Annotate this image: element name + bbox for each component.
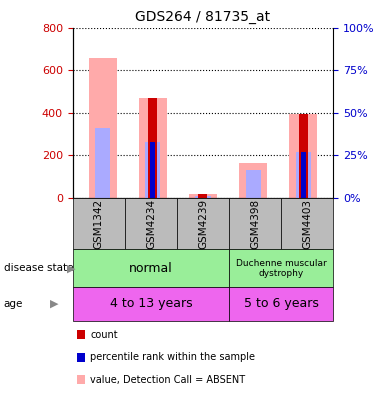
Text: disease state: disease state [4, 263, 73, 273]
Bar [195, 196, 211, 198]
Bar [296, 152, 311, 198]
Text: ▶: ▶ [67, 263, 75, 273]
Text: age: age [4, 299, 23, 309]
Bar [139, 98, 167, 198]
Text: Duchenne muscular
dystrophy: Duchenne muscular dystrophy [236, 259, 326, 278]
Bar [290, 114, 317, 198]
Bar [89, 57, 116, 198]
Title: GDS264 / 81735_at: GDS264 / 81735_at [136, 10, 270, 24]
Text: GSM4398: GSM4398 [250, 199, 260, 249]
Bar [299, 114, 308, 198]
Text: GSM1342: GSM1342 [94, 199, 104, 249]
Bar [301, 152, 306, 198]
Bar [246, 170, 260, 198]
Bar [95, 128, 110, 198]
Bar [146, 142, 160, 198]
Text: GSM4239: GSM4239 [198, 199, 208, 249]
Bar [151, 142, 155, 198]
Text: normal: normal [129, 262, 173, 275]
Bar [239, 163, 267, 198]
Text: count: count [90, 329, 118, 340]
Bar [148, 98, 157, 198]
Text: 5 to 6 years: 5 to 6 years [244, 297, 319, 310]
Bar [189, 194, 217, 198]
Text: 4 to 13 years: 4 to 13 years [110, 297, 192, 310]
Text: value, Detection Call = ABSENT: value, Detection Call = ABSENT [90, 375, 245, 385]
Text: percentile rank within the sample: percentile rank within the sample [90, 352, 255, 362]
Bar [198, 194, 208, 198]
Text: GSM4234: GSM4234 [146, 199, 156, 249]
Text: ▶: ▶ [50, 299, 58, 309]
Text: GSM4403: GSM4403 [302, 199, 312, 249]
